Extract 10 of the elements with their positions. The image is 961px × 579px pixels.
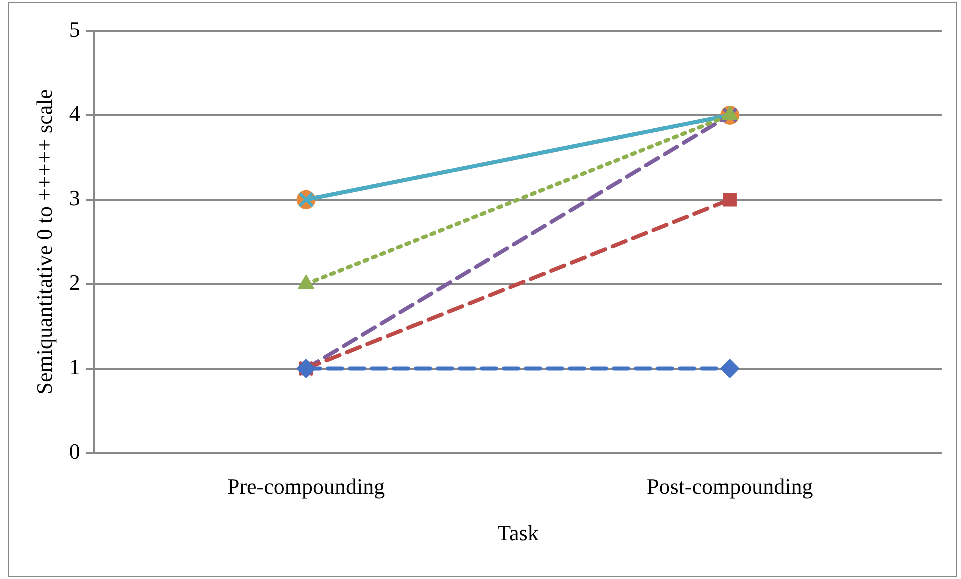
x-tick-label: Pre-compounding xyxy=(227,474,386,500)
y-tick-label: 2 xyxy=(69,270,80,296)
y-tick-label: 1 xyxy=(69,354,80,380)
y-tick-label: 3 xyxy=(69,186,80,211)
x-axis-title: Task xyxy=(498,520,539,546)
x-tick-label: Post-compounding xyxy=(646,474,814,500)
y-tick-label: 4 xyxy=(69,101,80,126)
y-tick-label: 0 xyxy=(69,438,80,464)
y-tick-label: 5 xyxy=(69,16,80,42)
y-axis-title: Semiquantitative 0 to +++++ scale xyxy=(32,90,57,395)
